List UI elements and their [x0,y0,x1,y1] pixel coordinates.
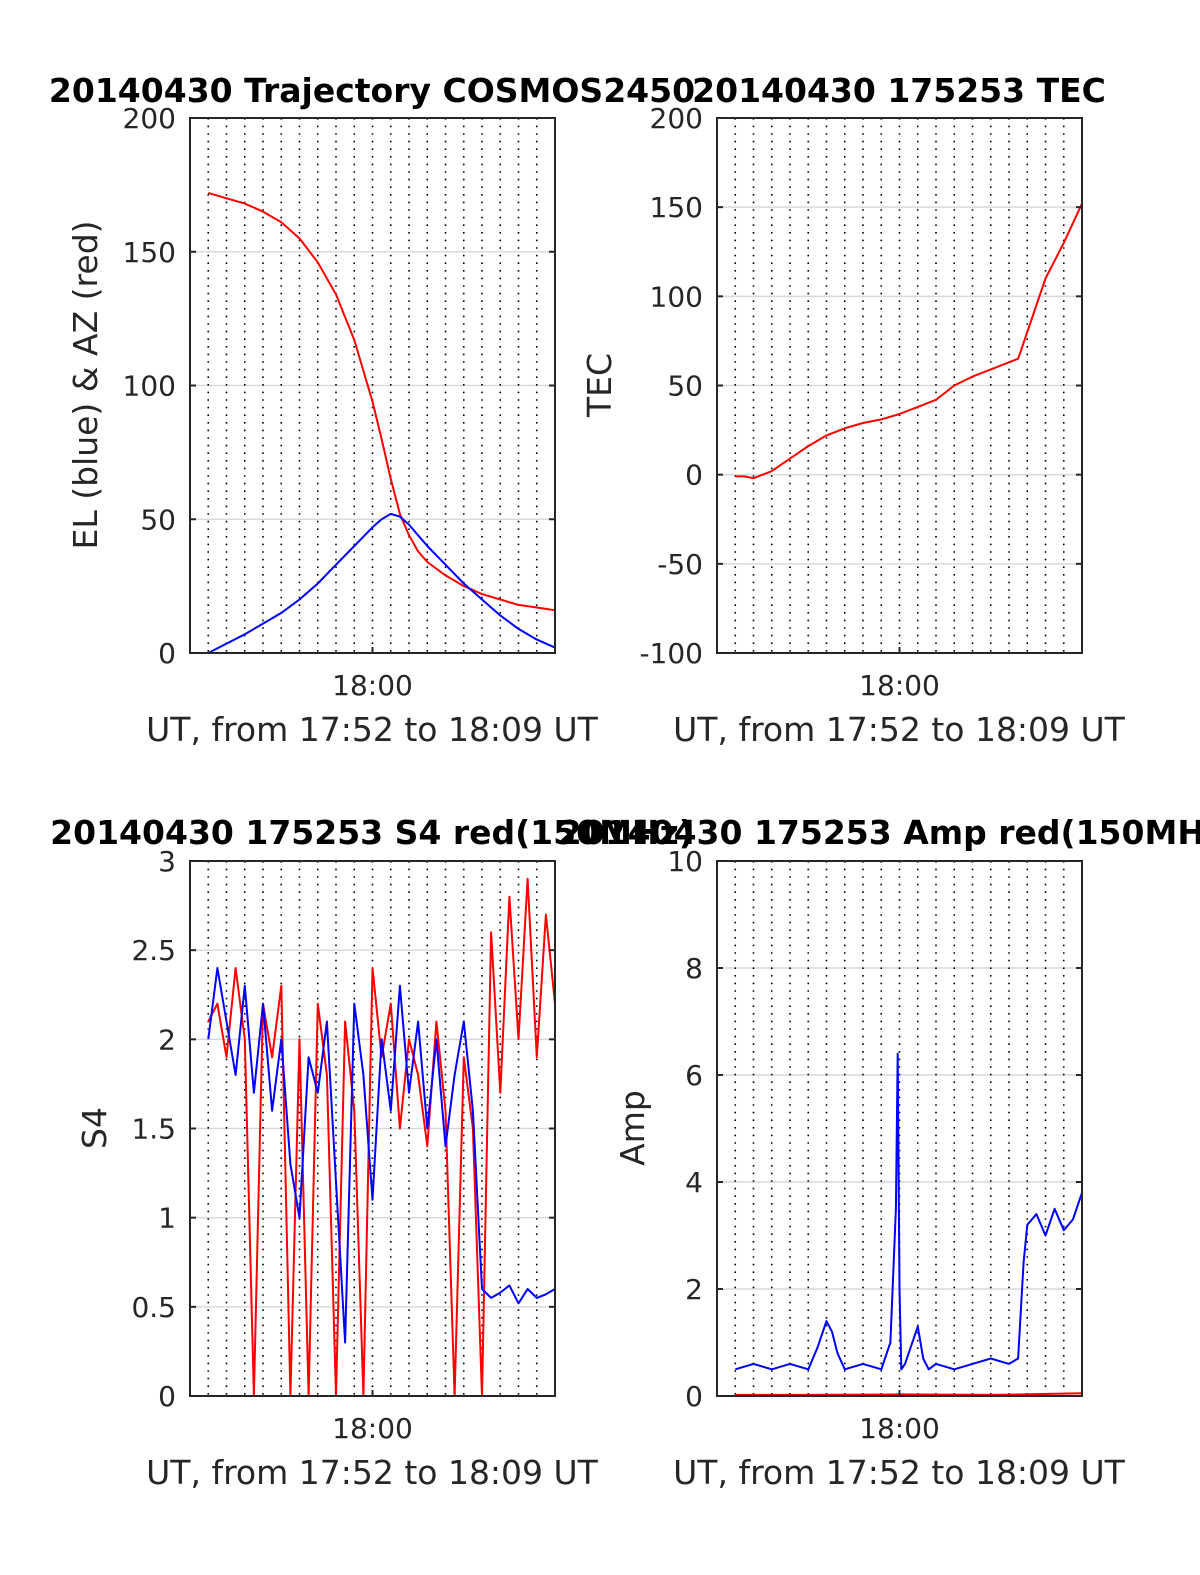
trajectory-panel: 20140430 Trajectory COSMOS2450 UT, from … [49,71,695,749]
amp-xtick-label-0: 18:00 [859,1412,940,1445]
amp-ytick-label-3: 6 [685,1059,703,1092]
amp-series-1-line [735,1052,1083,1371]
trajectory-title: 20140430 Trajectory COSMOS2450 [49,71,695,110]
trajectory-ytick-label-1: 50 [140,503,176,536]
tec-ytick-label-2: 0 [685,459,703,492]
trajectory-series-0-line [208,191,556,612]
tec-title: 20140430 175253 TEC [692,71,1106,110]
tec-ytick-label-3: 50 [667,370,703,403]
s4-xlabel: UT, from 17:52 to 18:09 UT [146,1453,599,1492]
s4-ytick-label-6: 3 [158,845,176,878]
amp-ylabel: Amp [613,1090,652,1166]
trajectory-series-1-line [207,512,556,654]
tec-ylabel: TEC [580,353,619,418]
amp-ytick-label-1: 2 [685,1273,703,1306]
s4-ytick-label-4: 2 [158,1023,176,1056]
s4-xtick-label-0: 18:00 [332,1412,413,1445]
trajectory-xlabel: UT, from 17:52 to 18:09 UT [146,710,599,749]
trajectory-ytick-label-0: 0 [158,637,176,670]
tec-ytick-label-6: 200 [650,102,703,135]
trajectory-ytick-label-3: 150 [123,236,176,269]
amp-ytick-label-2: 4 [685,1166,703,1199]
tec-ytick-label-1: -50 [657,548,703,581]
tec-panel: 20140430 175253 TEC UT, from 17:52 to 18… [580,71,1126,749]
s4-ytick-label-1: 0.5 [131,1291,176,1324]
amp-ytick-label-5: 10 [667,845,703,878]
tec-series-0-line [735,203,1083,480]
tec-xtick-label-0: 18:00 [859,669,940,702]
s4-ytick-label-3: 1.5 [131,1113,176,1146]
trajectory-xtick-label-0: 18:00 [332,669,413,702]
s4-series-1-line [207,967,556,1344]
tec-xlabel: UT, from 17:52 to 18:09 UT [673,710,1126,749]
tec-ytick-label-0: -100 [639,637,703,670]
trajectory-ytick-label-2: 100 [123,370,176,403]
s4-series-0-line [207,877,556,1397]
amp-title: 20140430 175253 Amp red(150MHz) [559,813,1200,852]
s4-title: 20140430 175253 S4 red(150MHz) [50,813,694,852]
s4-ytick-label-2: 1 [158,1202,176,1235]
trajectory-ytick-label-4: 200 [123,102,176,135]
amp-ytick-label-4: 8 [685,952,703,985]
s4-panel: 20140430 175253 S4 red(150MHz) UT, from … [50,813,694,1492]
s4-ytick-label-5: 2.5 [131,934,176,967]
s4-ytick-label-0: 0 [158,1380,176,1413]
amp-panel: 20140430 175253 Amp red(150MHz) UT, from… [559,813,1200,1492]
trajectory-ylabel: EL (blue) & AZ (red) [66,220,105,549]
amp-xlabel: UT, from 17:52 to 18:09 UT [673,1453,1126,1492]
amp-ytick-label-0: 0 [685,1380,703,1413]
tec-ytick-label-4: 100 [650,280,703,313]
tec-ytick-label-5: 150 [650,191,703,224]
s4-ylabel: S4 [75,1107,114,1149]
